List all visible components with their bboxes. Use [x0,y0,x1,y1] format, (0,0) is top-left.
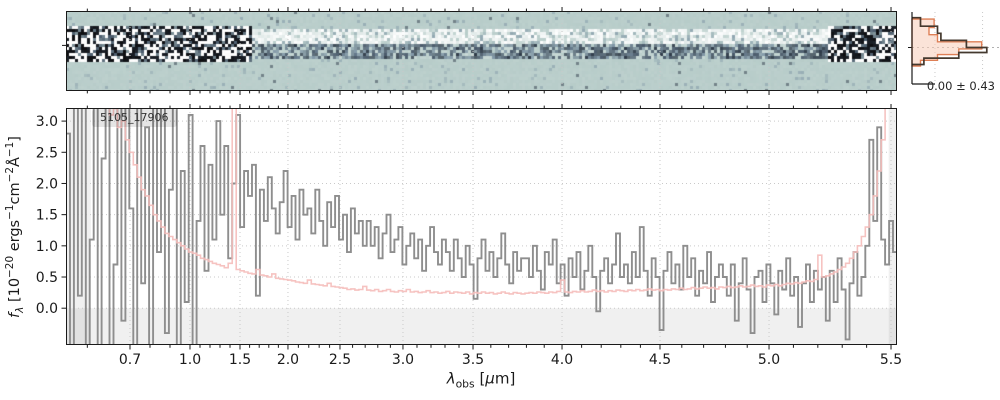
svg-text:0.0: 0.0 [36,301,58,317]
svg-text:4.5: 4.5 [649,352,671,368]
x-axis-label: λobs [μm] [446,369,516,391]
svg-text:0.5: 0.5 [36,270,58,286]
svg-text:1.0: 1.0 [36,239,58,255]
spectrum-2d-image [66,11,897,91]
svg-text:1.0: 1.0 [179,352,201,368]
svg-text:3.0: 3.0 [392,352,414,368]
svg-text:3.0: 3.0 [36,114,58,130]
svg-text:4.0: 4.0 [551,352,573,368]
svg-text:2.0: 2.0 [36,176,58,192]
svg-text:1.5: 1.5 [36,208,58,224]
svg-text:1.5: 1.5 [229,352,251,368]
y-axis-label: fλ [10−20 ergs−1cm−2Å−1] [4,136,26,318]
svg-text:2.0: 2.0 [277,352,299,368]
svg-text:0.7: 0.7 [119,352,141,368]
svg-text:3.5: 3.5 [462,352,484,368]
hist-stats-label: 0.00 ± 0.43 [926,79,995,93]
svg-text:5.5: 5.5 [880,352,902,368]
source-id-badge: 5105_17906 [92,109,177,127]
svg-text:5.0: 5.0 [758,352,780,368]
svg-text:2.5: 2.5 [36,145,58,161]
svg-text:2.5: 2.5 [329,352,351,368]
